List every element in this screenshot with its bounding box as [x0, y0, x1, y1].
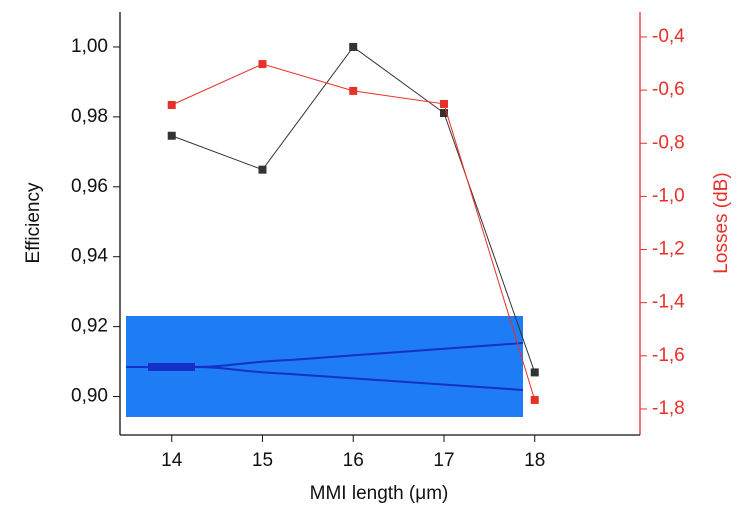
marker — [167, 100, 176, 109]
y-tick-label: 0,94 — [71, 246, 108, 267]
y-axis-title: Efficiency — [23, 182, 44, 263]
marker — [349, 86, 358, 95]
y2-tick-label: -1,2 — [652, 239, 685, 260]
y-tick-label: 0,96 — [71, 176, 108, 197]
y2-tick-label: -1,8 — [652, 398, 685, 419]
y-tick-label: 0,90 — [71, 386, 108, 407]
x-tick-label: 15 — [252, 450, 273, 471]
x-tick-label: 17 — [433, 450, 454, 471]
marker — [167, 131, 176, 140]
y-tick-label: 1,00 — [71, 36, 108, 57]
x-tick-label: 16 — [343, 450, 364, 471]
y2-tick-label: -0,8 — [652, 132, 685, 153]
y-tick-label: 0,92 — [71, 316, 108, 337]
y2-axis-title: Losses (dB) — [711, 172, 732, 273]
marker — [258, 60, 267, 69]
y-tick-label: 0,98 — [71, 106, 108, 127]
y2-tick-label: -1,4 — [652, 292, 685, 313]
x-axis-title: MMI length (μm) — [310, 483, 449, 504]
y2-tick-label: -1,0 — [652, 185, 685, 206]
marker — [349, 42, 358, 51]
y2-tick-label: -0,6 — [652, 79, 685, 100]
marker — [530, 368, 539, 377]
marker — [530, 395, 539, 404]
x-tick-label: 18 — [524, 450, 545, 471]
y2-tick-label: -0,4 — [652, 26, 685, 47]
marker — [439, 109, 448, 118]
marker — [439, 99, 448, 108]
marker — [258, 165, 267, 174]
inset-image — [126, 316, 524, 417]
y2-tick-label: -1,6 — [652, 345, 685, 366]
x-tick-label: 14 — [161, 450, 183, 471]
